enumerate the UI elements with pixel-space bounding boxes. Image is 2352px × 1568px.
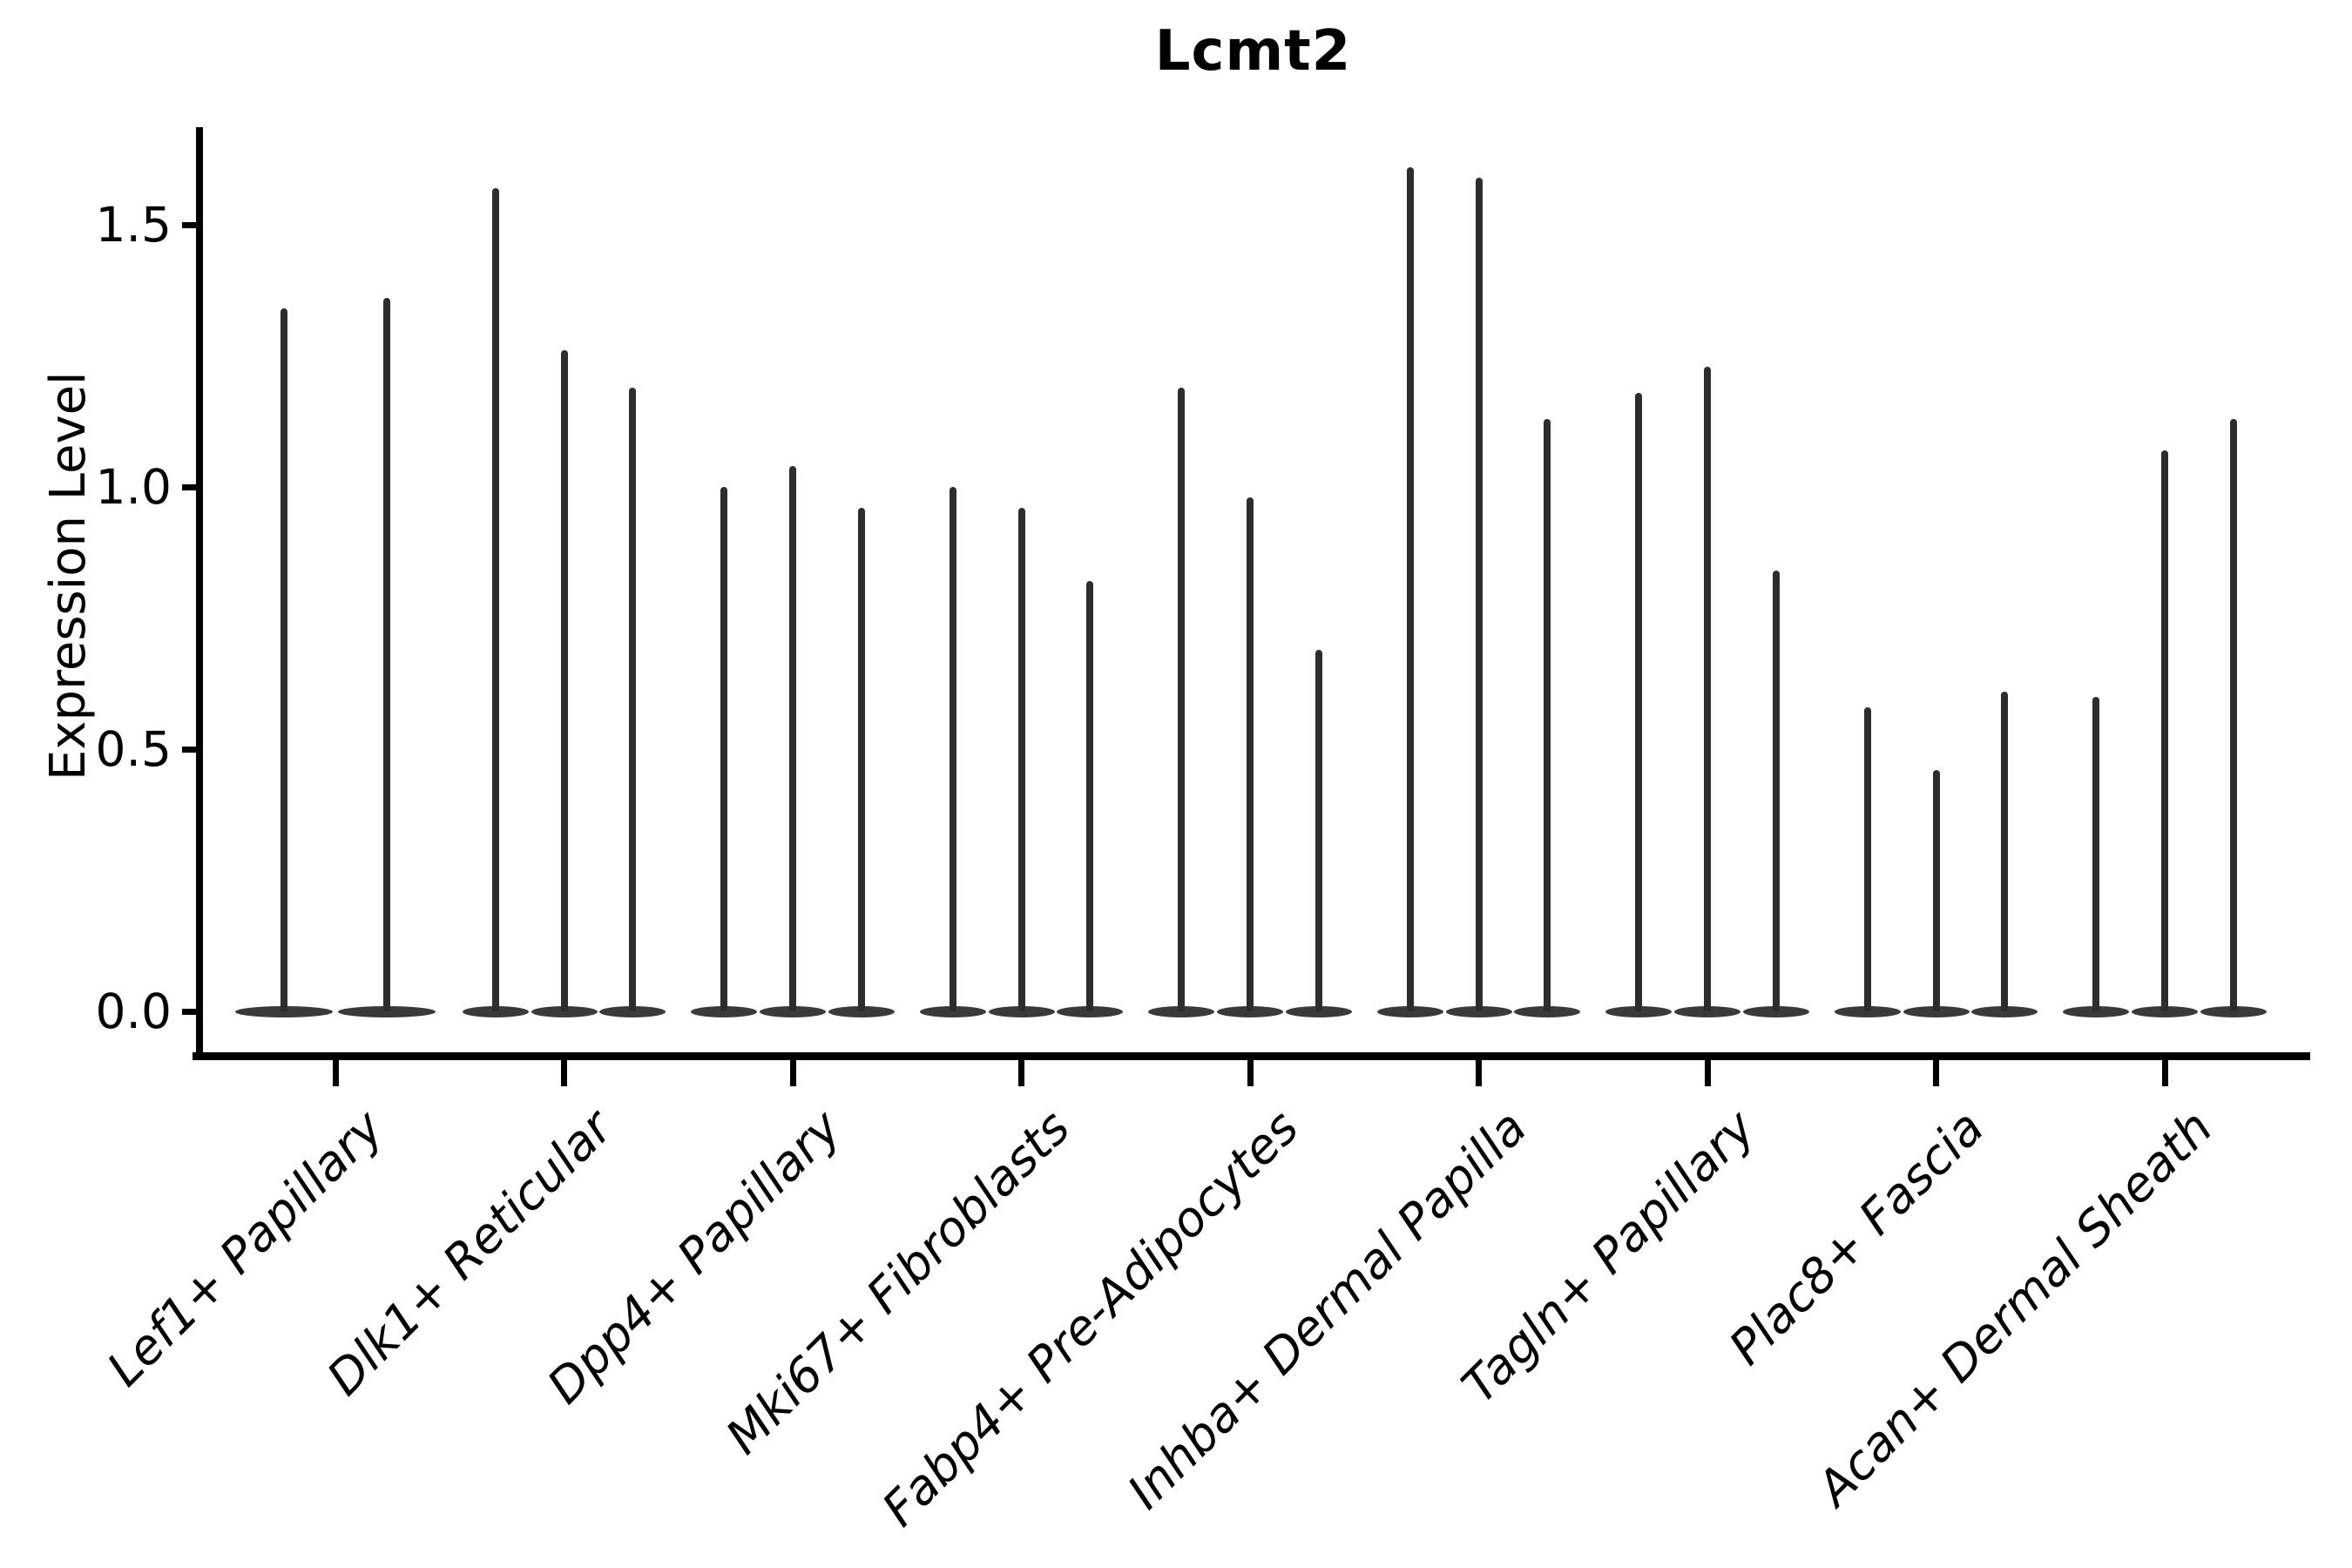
x-tick-label: Fabp4+ Pre-Adipocytes (870, 1099, 1309, 1538)
x-tick (1704, 1060, 1711, 1086)
violin-base (1445, 1005, 1512, 1017)
x-tick (1247, 1060, 1254, 1086)
violin-spike (1315, 649, 1322, 1011)
violin-spike (1772, 571, 1780, 1011)
violin-base (1057, 1005, 1124, 1017)
violin-base (2132, 1005, 2198, 1017)
violin-spike (383, 298, 390, 1011)
y-tick (182, 1008, 196, 1015)
y-axis-spine (196, 127, 203, 1060)
violin-spike (1475, 177, 1483, 1011)
violin-base (531, 1005, 598, 1017)
violin-base (988, 1005, 1055, 1017)
violin-spike (1932, 770, 1940, 1011)
x-tick (332, 1060, 339, 1086)
violin-base (1674, 1005, 1740, 1017)
violin-spike (720, 487, 728, 1011)
violin-spike (1247, 497, 1254, 1011)
violin-base (1742, 1005, 1809, 1017)
x-tick (1018, 1060, 1024, 1086)
x-tick (1476, 1060, 1482, 1086)
violin-spike (1544, 418, 1551, 1011)
violin-base (235, 1005, 333, 1017)
x-tick-label: Inhba+ Dermal Papilla (1117, 1099, 1538, 1520)
violin-spike (2092, 696, 2100, 1011)
violin-spike (280, 308, 287, 1011)
x-tick-label: Acan+ Dermal Sheath (1806, 1099, 2224, 1517)
y-tick-label: 1.5 (95, 197, 172, 253)
y-tick-label: 0.5 (95, 721, 172, 777)
x-tick (561, 1060, 567, 1086)
violin-base (1971, 1005, 2038, 1017)
violin-base (2063, 1005, 2130, 1017)
y-tick-label: 1.0 (95, 459, 172, 515)
chart-title: Lcmt2 (1154, 19, 1352, 84)
violin-base (760, 1005, 826, 1017)
violin-base (2200, 1005, 2267, 1017)
violin-base (462, 1005, 529, 1017)
y-tick (182, 483, 196, 490)
x-tick (789, 1060, 796, 1086)
violin-base (599, 1005, 666, 1017)
violin-spike (2161, 449, 2168, 1011)
violin-spike (491, 187, 499, 1011)
violin-spike (1863, 706, 1871, 1011)
violin-base (1217, 1005, 1283, 1017)
violin-spike (1704, 366, 1711, 1011)
violin-base (1148, 1005, 1215, 1017)
violin-spike (1017, 508, 1025, 1011)
violin-spike (1178, 387, 1186, 1011)
violin-base (1605, 1005, 1673, 1017)
violin-spike (2229, 418, 2237, 1011)
violin-spike (1086, 581, 1094, 1011)
violin-base (828, 1005, 895, 1017)
violin-spike (2001, 691, 2009, 1011)
violin-spike (857, 508, 865, 1011)
x-tick (2161, 1060, 2168, 1086)
x-axis-spine (193, 1052, 2310, 1060)
violin-spike (560, 350, 568, 1011)
y-tick (182, 746, 196, 753)
x-tick (1933, 1060, 1939, 1086)
violin-base (1285, 1005, 1352, 1017)
violin-base (1834, 1005, 1901, 1017)
violin-base (691, 1005, 758, 1017)
violin-base (338, 1005, 436, 1017)
violin-spike (789, 465, 796, 1011)
y-tick (182, 221, 196, 228)
y-tick-label: 0.0 (95, 983, 172, 1039)
violin-base (1514, 1005, 1581, 1017)
violin-spike (629, 387, 637, 1011)
violin-base (1376, 1005, 1443, 1017)
violin-spike (1406, 166, 1414, 1011)
violin-spike (1635, 392, 1643, 1011)
violin-base (1903, 1005, 1970, 1017)
violin-spike (949, 487, 956, 1011)
violin-base (919, 1005, 986, 1017)
